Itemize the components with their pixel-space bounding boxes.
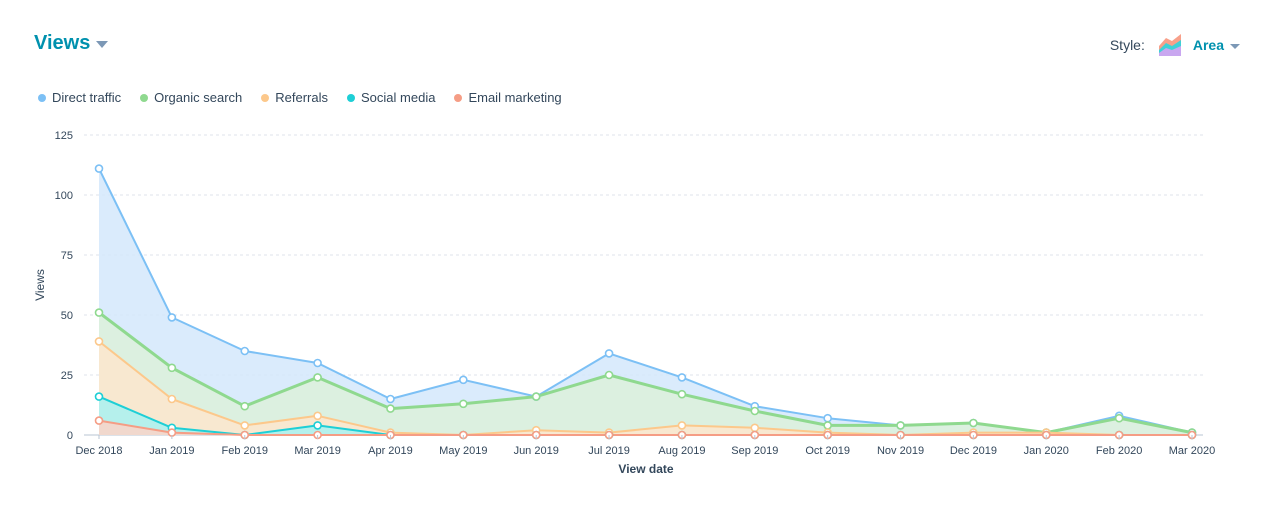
point-organic-search[interactable]: [459, 399, 468, 409]
area-organic-search: [99, 312, 1192, 435]
legend-item-organic-search[interactable]: Organic search: [140, 90, 242, 105]
x-tick-label: Apr 2019: [368, 445, 413, 457]
point-social-media[interactable]: [94, 392, 104, 401]
x-axis-title: View date: [618, 462, 673, 476]
point-organic-search[interactable]: [386, 404, 395, 413]
point-referrals[interactable]: [750, 423, 760, 433]
area-chart-icon: [1158, 34, 1181, 56]
point-email-marketing[interactable]: [94, 416, 104, 425]
point-referrals[interactable]: [677, 421, 687, 430]
x-axis-ticks: Dec 2018 Jan 2019 Feb 2019 Mar 2019 Apr 2019…: [75, 435, 1215, 457]
point-organic-search[interactable]: [240, 401, 250, 411]
point-organic-search[interactable]: [750, 406, 760, 416]
point-organic-search[interactable]: [969, 418, 978, 428]
point-direct-traffic[interactable]: [240, 346, 250, 356]
point-organic-search[interactable]: [823, 421, 832, 430]
y-axis-ticks: 0 25 50 75 100 125: [55, 130, 73, 442]
point-organic-search[interactable]: [604, 370, 614, 380]
point-organic-search[interactable]: [531, 392, 541, 401]
point-direct-traffic[interactable]: [94, 164, 104, 173]
point-referrals[interactable]: [313, 411, 322, 421]
point-referrals[interactable]: [94, 337, 104, 346]
point-direct-traffic[interactable]: [313, 358, 322, 368]
x-tick-label: Mar 2020: [1169, 445, 1215, 457]
y-tick-label: 125: [55, 130, 73, 142]
point-social-media[interactable]: [313, 421, 322, 430]
page-title: Views: [34, 32, 91, 54]
x-tick-label: Oct 2019: [805, 445, 850, 457]
point-direct-traffic[interactable]: [459, 375, 468, 385]
x-tick-label: Feb 2020: [1096, 445, 1142, 457]
chevron-down-icon: [96, 41, 109, 48]
style-label: Style:: [1109, 37, 1145, 53]
chart-legend: Direct traffic Organic search Referrals Soc…: [38, 90, 581, 105]
views-dropdown[interactable]: Views: [34, 32, 109, 55]
legend-item-referrals[interactable]: Referrals: [261, 90, 328, 105]
line-referrals: [98, 340, 1192, 436]
x-tick-label: Jan 2019: [149, 445, 194, 457]
point-referrals[interactable]: [167, 394, 177, 404]
x-tick-label: Aug 2019: [658, 445, 705, 457]
point-direct-traffic[interactable]: [823, 413, 832, 423]
area-referrals: [99, 341, 1192, 435]
x-tick-label: May 2019: [439, 445, 487, 457]
x-tick-label: Feb 2019: [221, 445, 267, 457]
x-tick-label: Nov 2019: [877, 445, 924, 457]
legend-item-direct-traffic[interactable]: Direct traffic: [38, 90, 121, 105]
legend-dot-icon: [347, 93, 356, 102]
y-tick-label: 100: [55, 190, 73, 202]
chart-style-selector[interactable]: Style: Area: [1110, 32, 1240, 58]
y-tick-label: 0: [67, 430, 73, 442]
legend-dot-icon: [261, 93, 270, 102]
series-areas: [99, 168, 1192, 435]
point-direct-traffic[interactable]: [167, 313, 177, 322]
legend-item-email-marketing[interactable]: Email marketing: [454, 90, 562, 105]
point-organic-search[interactable]: [677, 389, 687, 399]
style-value: Area: [1192, 37, 1224, 53]
x-tick-label: Jul 2019: [588, 445, 630, 457]
x-tick-label: Sep 2019: [731, 445, 778, 457]
chevron-down-icon: [1230, 43, 1240, 49]
x-tick-label: Jan 2020: [1024, 445, 1069, 457]
point-direct-traffic[interactable]: [677, 373, 687, 382]
legend-label: Direct traffic: [52, 90, 122, 105]
line-organic-search: [98, 311, 1193, 435]
point-organic-search[interactable]: [313, 373, 322, 382]
point-organic-search[interactable]: [896, 421, 905, 430]
x-tick-label: Dec 2018: [75, 445, 122, 457]
point-organic-search[interactable]: [1114, 413, 1124, 423]
x-tick-label: Dec 2019: [950, 445, 997, 457]
y-tick-label: 50: [61, 310, 73, 322]
legend-label: Referrals: [275, 90, 329, 105]
line-email-marketing: [98, 419, 1192, 436]
legend-label: Email marketing: [468, 90, 562, 105]
point-organic-search[interactable]: [94, 308, 104, 317]
y-tick-label: 75: [61, 250, 73, 262]
x-tick-label: Jun 2019: [514, 445, 559, 457]
x-tick-label: Mar 2019: [294, 445, 340, 457]
legend-label: Organic search: [154, 90, 243, 105]
y-axis-title: Views: [33, 269, 47, 301]
legend-dot-icon: [38, 93, 46, 102]
legend-dot-icon: [454, 93, 463, 102]
legend-label: Social media: [361, 90, 436, 105]
legend-dot-icon: [140, 93, 149, 102]
point-direct-traffic[interactable]: [604, 349, 614, 358]
point-direct-traffic[interactable]: [386, 394, 395, 404]
point-organic-search[interactable]: [167, 363, 177, 373]
legend-item-social-media[interactable]: Social media: [347, 90, 435, 105]
y-tick-label: 25: [61, 370, 73, 382]
point-referrals[interactable]: [240, 421, 250, 430]
series-lines: [98, 168, 1193, 436]
